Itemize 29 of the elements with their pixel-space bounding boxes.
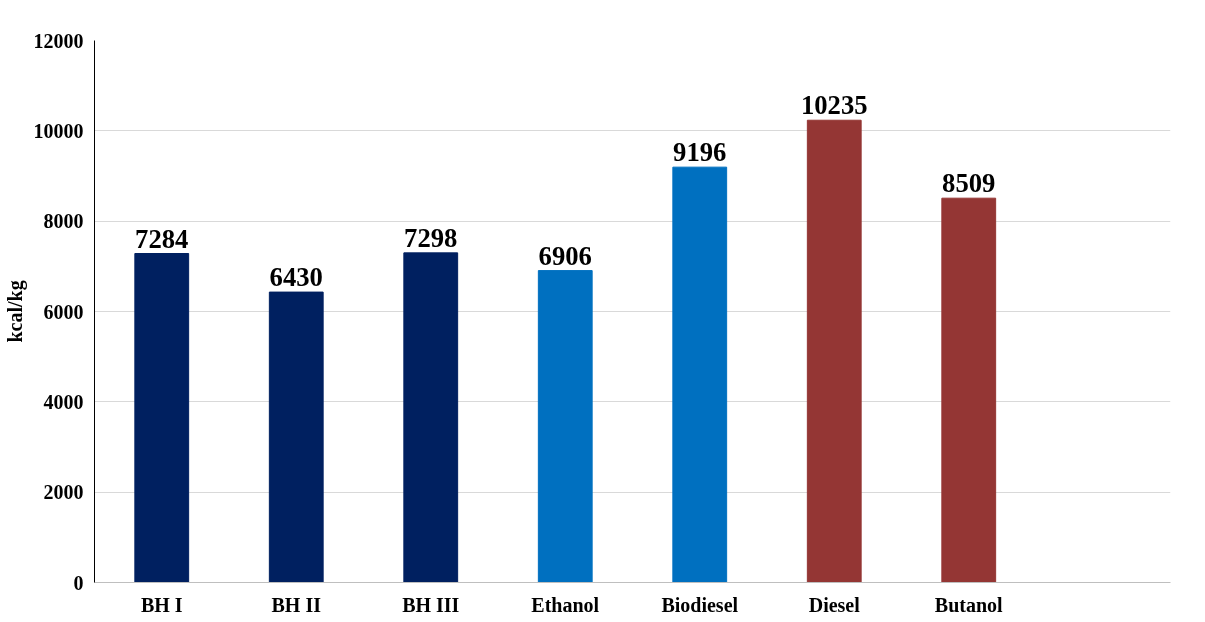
bar xyxy=(134,253,190,583)
data-label: 7298 xyxy=(404,222,458,253)
data-label: 7284 xyxy=(135,223,189,254)
bar xyxy=(806,119,862,583)
x-tick-label: BH II xyxy=(271,593,322,616)
bar xyxy=(672,166,728,583)
x-tick-label: Biodiesel xyxy=(661,593,739,616)
x-tick-label: BH III xyxy=(402,593,460,616)
data-label: 6906 xyxy=(538,240,592,271)
y-tick-label: 10000 xyxy=(33,119,84,142)
y-axis-title: kcal/kg xyxy=(3,280,27,343)
y-tick-label: 2000 xyxy=(43,481,84,504)
data-label: 9196 xyxy=(673,137,727,168)
y-tick-label: 4000 xyxy=(43,390,84,413)
y-tick-label: 0 xyxy=(73,571,84,594)
x-tick-label: BH I xyxy=(140,593,183,616)
bar xyxy=(537,270,593,583)
x-tick-label: Diesel xyxy=(808,593,861,616)
data-label: 10235 xyxy=(800,90,868,121)
x-tick-label: Ethanol xyxy=(531,593,600,616)
data-label: 8509 xyxy=(942,168,996,199)
bar xyxy=(403,252,459,583)
data-label: 6430 xyxy=(269,262,323,293)
bar xyxy=(268,291,324,583)
bar xyxy=(941,197,997,583)
x-tick-label: Butanol xyxy=(934,593,1004,616)
y-tick-label: 12000 xyxy=(33,29,84,52)
y-tick-label: 6000 xyxy=(43,300,84,323)
y-tick-label: 8000 xyxy=(43,210,84,233)
